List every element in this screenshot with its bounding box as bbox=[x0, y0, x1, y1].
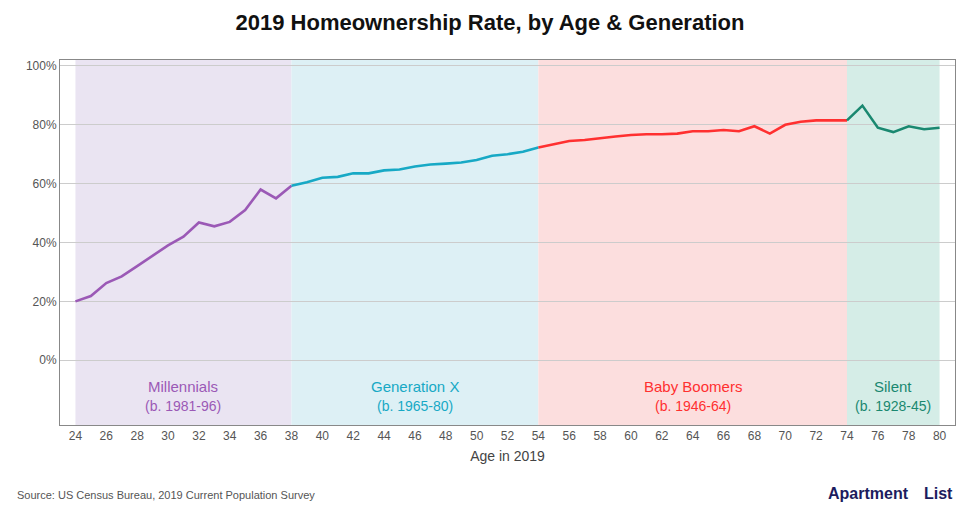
svg-text:36: 36 bbox=[254, 429, 268, 443]
svg-text:60: 60 bbox=[624, 429, 638, 443]
svg-text:2019 Homeownership Rate, by Ag: 2019 Homeownership Rate, by Age & Genera… bbox=[236, 10, 745, 35]
svg-text:64: 64 bbox=[686, 429, 700, 443]
svg-text:80%: 80% bbox=[33, 118, 57, 132]
svg-text:40%: 40% bbox=[33, 236, 57, 250]
svg-text:30: 30 bbox=[161, 429, 175, 443]
svg-text:100%: 100% bbox=[26, 59, 57, 73]
svg-text:44: 44 bbox=[377, 429, 391, 443]
svg-text:46: 46 bbox=[408, 429, 422, 443]
svg-text:24: 24 bbox=[69, 429, 83, 443]
svg-text:68: 68 bbox=[748, 429, 762, 443]
svg-text:58: 58 bbox=[593, 429, 607, 443]
svg-text:42: 42 bbox=[347, 429, 361, 443]
svg-text:28: 28 bbox=[130, 429, 144, 443]
svg-text:54: 54 bbox=[532, 429, 546, 443]
svg-text:52: 52 bbox=[501, 429, 515, 443]
svg-text:Millennials: Millennials bbox=[148, 378, 218, 395]
svg-text:34: 34 bbox=[223, 429, 237, 443]
svg-text:(b. 1946-64): (b. 1946-64) bbox=[655, 398, 731, 414]
svg-text:60%: 60% bbox=[33, 177, 57, 191]
svg-text:70: 70 bbox=[779, 429, 793, 443]
svg-text:80: 80 bbox=[933, 429, 947, 443]
svg-text:32: 32 bbox=[192, 429, 206, 443]
svg-text:74: 74 bbox=[840, 429, 854, 443]
svg-text:Baby Boomers: Baby Boomers bbox=[644, 378, 742, 395]
svg-text:78: 78 bbox=[902, 429, 916, 443]
svg-text:26: 26 bbox=[100, 429, 114, 443]
svg-text:40: 40 bbox=[316, 429, 330, 443]
svg-text:Generation X: Generation X bbox=[371, 378, 459, 395]
svg-text:Age in 2019: Age in 2019 bbox=[470, 448, 545, 464]
svg-text:66: 66 bbox=[717, 429, 731, 443]
svg-text:48: 48 bbox=[439, 429, 453, 443]
svg-text:38: 38 bbox=[285, 429, 299, 443]
svg-text:56: 56 bbox=[563, 429, 577, 443]
svg-text:List: List bbox=[924, 485, 953, 502]
svg-text:20%: 20% bbox=[33, 295, 57, 309]
svg-text:(b. 1928-45): (b. 1928-45) bbox=[855, 398, 931, 414]
svg-text:72: 72 bbox=[809, 429, 823, 443]
svg-text:(b. 1965-80): (b. 1965-80) bbox=[377, 398, 453, 414]
svg-text:Apartment: Apartment bbox=[828, 485, 909, 502]
svg-text:62: 62 bbox=[655, 429, 669, 443]
svg-text:0%: 0% bbox=[39, 353, 57, 367]
svg-text:(b. 1981-96): (b. 1981-96) bbox=[145, 398, 221, 414]
svg-text:50: 50 bbox=[470, 429, 484, 443]
svg-text:Source: US Census Bureau, 2019: Source: US Census Bureau, 2019 Current P… bbox=[17, 489, 315, 501]
svg-text:76: 76 bbox=[871, 429, 885, 443]
svg-text:Silent: Silent bbox=[874, 378, 912, 395]
